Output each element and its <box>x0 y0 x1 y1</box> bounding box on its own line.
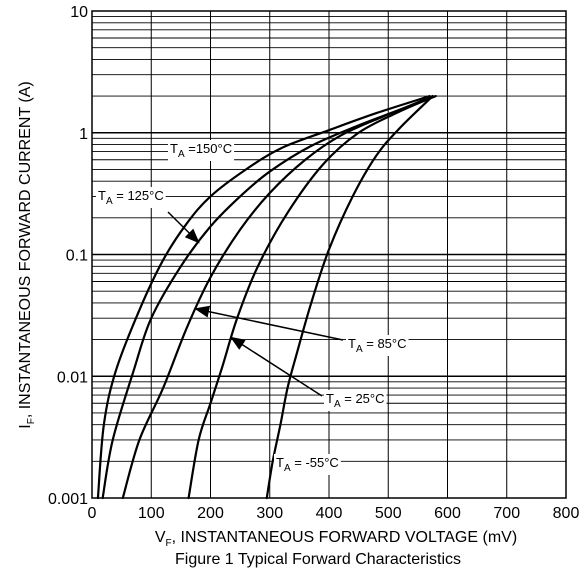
y-tick-labels: 0.001 0.01 0.1 1 10 <box>48 4 88 508</box>
y-axis-title-rest: , INSTANTANEOUS FORWARD CURRENT (A) <box>17 81 34 418</box>
plot-frame <box>91 10 567 499</box>
x-tick-label: 300 <box>256 505 283 522</box>
series-annotation: TA =150°C <box>168 140 235 161</box>
series-lines <box>96 94 437 500</box>
y-tick-label: 0.1 <box>66 248 88 265</box>
x-tick-label: 400 <box>316 505 343 522</box>
annotation-background <box>346 335 409 356</box>
series-line-0 <box>96 94 431 500</box>
grid <box>92 11 566 498</box>
series-annotation: TA = 25°C <box>229 336 387 411</box>
annotation-background <box>168 140 235 161</box>
series-annotation-label: TA =150°C <box>170 141 232 160</box>
series-line-4 <box>265 94 434 500</box>
x-tick-labels: 0 100 200 300 400 500 600 700 800 <box>88 505 580 522</box>
x-tick-label: 700 <box>493 505 520 522</box>
series-annotation-label: TA = 25°C <box>326 391 385 410</box>
y-tick-label: 10 <box>70 4 88 21</box>
annotation-background <box>274 454 341 475</box>
series-annotation-label: TA = 125°C <box>98 188 164 207</box>
x-axis-title: VF, INSTANTANEOUS FORWARD VOLTAGE (mV) <box>155 529 517 549</box>
x-tick-label: 100 <box>138 505 165 522</box>
x-axis-title-rest: , INSTANTANEOUS FORWARD VOLTAGE (mV) <box>172 529 518 546</box>
series-annotation: TA = 85°C <box>194 305 409 356</box>
x-tick-label: 800 <box>553 505 580 522</box>
y-axis-title: IF, INSTANTANEOUS FORWARD CURRENT (A) <box>17 81 37 428</box>
series-annotation: TA = -55°C <box>274 454 341 475</box>
x-axis-title-main: V <box>155 529 166 546</box>
series-line-1 <box>101 94 434 500</box>
series-annotation-label: TA = 85°C <box>348 336 407 355</box>
series-annotation-label: TA = -55°C <box>276 455 339 474</box>
y-tick-label: 0.001 <box>48 491 88 508</box>
y-axis-title-sub: F <box>26 418 37 424</box>
y-axis-title-main: I <box>17 424 34 428</box>
annotation-arrow <box>167 211 200 244</box>
x-tick-label: 0 <box>88 505 97 522</box>
chart-title: Figure 1 Typical Forward Characteristics <box>175 551 461 568</box>
annotation-background <box>96 187 166 208</box>
annotation-arrow <box>229 336 323 397</box>
y-tick-label: 0.01 <box>57 369 88 386</box>
x-tick-label: 200 <box>197 505 224 522</box>
x-tick-label: 500 <box>375 505 402 522</box>
series-line-3 <box>187 94 437 500</box>
series-annotation: TA = 125°C <box>96 187 200 244</box>
x-axis-title-sub: F <box>166 538 172 549</box>
annotation-arrow <box>194 305 344 341</box>
x-tick-label: 600 <box>434 505 461 522</box>
series-line-2 <box>121 94 437 500</box>
annotations: TA =150°C TA = 125°C TA = 85°C TA = 25°C TA … <box>96 140 409 475</box>
y-tick-label: 1 <box>79 126 88 143</box>
annotation-background <box>324 390 387 411</box>
